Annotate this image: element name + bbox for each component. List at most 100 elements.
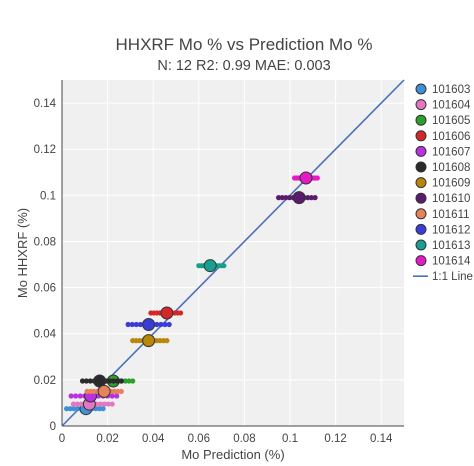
legend-label: 101612 bbox=[432, 224, 470, 236]
x-tick-label: 0 bbox=[59, 433, 65, 445]
series-101612 bbox=[125, 318, 172, 332]
legend-item-101614[interactable]: 101614 bbox=[415, 255, 471, 268]
legend-item-101610[interactable]: 101610 bbox=[415, 192, 470, 205]
y-tick-label: 0 bbox=[50, 421, 56, 433]
legend-label: 101608 bbox=[432, 162, 470, 174]
replicate-point bbox=[107, 378, 113, 384]
mean-point bbox=[299, 171, 313, 185]
legend[interactable]: 101603 101604 101605 101606 101607 101608 1016… bbox=[413, 83, 473, 283]
x-tick-label: 0.12 bbox=[324, 433, 346, 445]
x-tick-label: 0.04 bbox=[142, 433, 165, 445]
gridlines bbox=[61, 80, 404, 427]
legend-label: 101609 bbox=[432, 178, 470, 190]
replicate-point bbox=[101, 401, 108, 407]
replicate-point bbox=[158, 321, 164, 328]
y-tick-label: 0.02 bbox=[34, 375, 56, 387]
replicate-point bbox=[130, 378, 136, 384]
x-tick-label: 0.02 bbox=[96, 433, 118, 445]
y-tick-label: 0.04 bbox=[34, 329, 57, 341]
y-tick-label: 0.12 bbox=[34, 144, 56, 156]
mean-point bbox=[97, 384, 111, 398]
legend-label: 1:1 Line bbox=[432, 271, 473, 283]
legend-item-101612[interactable]: 101612 bbox=[415, 223, 470, 236]
replicate-point bbox=[97, 401, 104, 407]
replicate-point bbox=[109, 393, 115, 399]
replicate-point bbox=[133, 321, 139, 328]
legend-item-101608[interactable]: 101608 bbox=[415, 161, 470, 174]
legend-marker bbox=[415, 192, 427, 204]
tick-labels: 0 0.02 0.04 0.06 0.08 0.1 0.12 0.14 0 0.02 0.04 0.0… bbox=[34, 98, 393, 445]
replicate-point bbox=[137, 321, 144, 328]
series-101606 bbox=[148, 306, 184, 320]
y-axis-label: Mo HHXRF (%) bbox=[15, 208, 30, 298]
y-tick-label: 0.14 bbox=[34, 98, 57, 110]
x-axis-label: Mo Prediction (%) bbox=[181, 447, 284, 462]
replicate-point bbox=[154, 321, 160, 328]
replicate-point bbox=[77, 393, 83, 399]
legend-label: 101611 bbox=[432, 209, 470, 221]
y-tick-label: 0.06 bbox=[34, 283, 56, 295]
replicate-point bbox=[109, 401, 115, 407]
identity-line-group bbox=[61, 79, 405, 427]
series-101613 bbox=[196, 259, 227, 273]
mean-point bbox=[142, 318, 156, 332]
replicate-point bbox=[305, 195, 311, 201]
legend-item-101605[interactable]: 101605 bbox=[415, 114, 470, 127]
chart-subtitle: N: 12 R2: 0.99 MAE: 0.003 bbox=[157, 58, 330, 74]
legend-label: 101610 bbox=[432, 193, 470, 205]
legend-item-101611[interactable]: 101611 bbox=[415, 208, 470, 221]
replicate-point bbox=[126, 378, 132, 384]
legend-marker bbox=[415, 130, 427, 142]
legend-item-101607[interactable]: 101607 bbox=[415, 145, 470, 158]
replicate-point bbox=[73, 393, 79, 399]
x-tick-label: 0.14 bbox=[370, 433, 393, 445]
replicate-point bbox=[114, 393, 120, 399]
legend-item-101604[interactable]: 101604 bbox=[415, 99, 471, 112]
replicate-point bbox=[221, 263, 227, 269]
legend-marker bbox=[415, 177, 427, 189]
replicate-point bbox=[166, 321, 172, 328]
mean-point bbox=[142, 334, 156, 348]
replicate-point bbox=[74, 401, 80, 407]
replicate-point bbox=[286, 195, 293, 201]
legend-label: 101613 bbox=[432, 240, 470, 252]
legend-label: 101606 bbox=[432, 131, 470, 143]
legend-marker bbox=[415, 223, 427, 235]
replicate-point bbox=[87, 378, 93, 384]
replicate-point bbox=[129, 321, 135, 328]
replicate-point bbox=[118, 388, 124, 394]
legend-marker bbox=[415, 208, 427, 220]
legend-item-identity[interactable]: 1:1 Line bbox=[413, 271, 473, 283]
legend-label: 101605 bbox=[432, 115, 470, 127]
replicate-point bbox=[308, 195, 315, 201]
legend-marker bbox=[415, 239, 427, 251]
legend-item-101609[interactable]: 101609 bbox=[415, 177, 470, 190]
legend-item-101603[interactable]: 101603 bbox=[415, 83, 470, 96]
replicate-point bbox=[276, 195, 282, 201]
replicate-point bbox=[162, 321, 168, 328]
replicate-point bbox=[78, 401, 84, 407]
legend-marker bbox=[415, 83, 427, 95]
replicate-point bbox=[83, 378, 89, 384]
legend-marker bbox=[415, 145, 427, 157]
series-101609 bbox=[130, 334, 170, 348]
replicate-point bbox=[283, 195, 289, 201]
legend-item-101613[interactable]: 101613 bbox=[415, 239, 470, 252]
replicate-point bbox=[105, 401, 111, 407]
legend-marker bbox=[415, 114, 427, 126]
mean-point bbox=[160, 306, 174, 320]
x-tick-label: 0.1 bbox=[282, 433, 298, 445]
legend-item-101606[interactable]: 101606 bbox=[415, 130, 470, 143]
replicate-point bbox=[125, 321, 131, 328]
legend-label: 101604 bbox=[432, 100, 471, 112]
x-tick-label: 0.08 bbox=[233, 433, 255, 445]
replicate-point bbox=[67, 406, 73, 412]
legend-label: 101607 bbox=[432, 146, 470, 158]
replicate-point bbox=[279, 195, 285, 201]
series-101611 bbox=[84, 384, 124, 398]
replicate-point bbox=[114, 378, 121, 384]
legend-marker bbox=[415, 255, 427, 267]
replicate-point bbox=[177, 310, 184, 316]
replicate-point bbox=[79, 378, 86, 384]
